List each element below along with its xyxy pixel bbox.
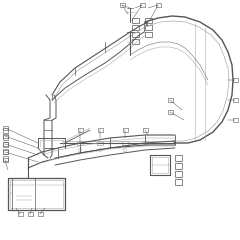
Bar (233, 98, 238, 102)
Bar (174, 171, 181, 177)
Bar (2, 156, 7, 161)
Bar (2, 142, 7, 146)
Bar (120, 3, 125, 7)
Bar (2, 150, 7, 154)
Bar (168, 98, 173, 102)
Bar (144, 31, 151, 36)
Bar (97, 128, 102, 132)
Bar (2, 149, 7, 154)
Bar (132, 31, 138, 36)
Bar (18, 212, 23, 216)
Bar (132, 24, 138, 30)
Bar (37, 212, 42, 216)
Bar (142, 141, 148, 145)
Bar (2, 127, 7, 132)
Bar (2, 142, 7, 146)
Bar (2, 126, 7, 130)
Bar (97, 141, 103, 145)
Bar (174, 179, 181, 185)
Bar (144, 18, 151, 23)
Bar (122, 128, 127, 132)
Bar (78, 128, 83, 132)
Bar (139, 3, 144, 7)
Bar (233, 118, 238, 122)
Bar (2, 134, 7, 139)
Bar (174, 155, 181, 161)
Bar (156, 3, 161, 7)
Bar (2, 158, 7, 162)
Bar (132, 38, 138, 43)
Bar (174, 163, 181, 169)
Bar (28, 212, 32, 216)
Bar (77, 141, 83, 145)
Bar (233, 78, 238, 82)
Bar (143, 128, 148, 132)
Bar (122, 141, 128, 145)
Bar (168, 110, 173, 114)
Bar (132, 18, 138, 23)
Bar (144, 24, 151, 30)
Bar (2, 134, 7, 138)
